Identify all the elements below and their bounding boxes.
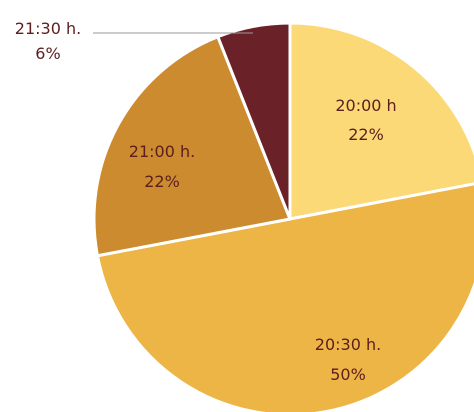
slice-value-2100: 22%	[144, 172, 180, 191]
slice-label-2100: 21:00 h.	[129, 142, 195, 161]
pie-slice-2100	[92, 35, 292, 258]
slice-label-2000: 20:00 h	[335, 96, 396, 115]
slice-value-2130: 6%	[35, 44, 60, 63]
slice-value-2030: 50%	[330, 365, 366, 384]
pie-slice-2130	[216, 21, 292, 221]
pie-slices	[92, 21, 474, 412]
slice-label-2030: 20:30 h.	[315, 335, 381, 354]
slice-label-2130: 21:30 h.	[15, 19, 81, 38]
pie-slice-2000	[288, 21, 474, 221]
slice-value-2000: 22%	[348, 125, 384, 144]
pie-slice-2030	[95, 182, 474, 412]
